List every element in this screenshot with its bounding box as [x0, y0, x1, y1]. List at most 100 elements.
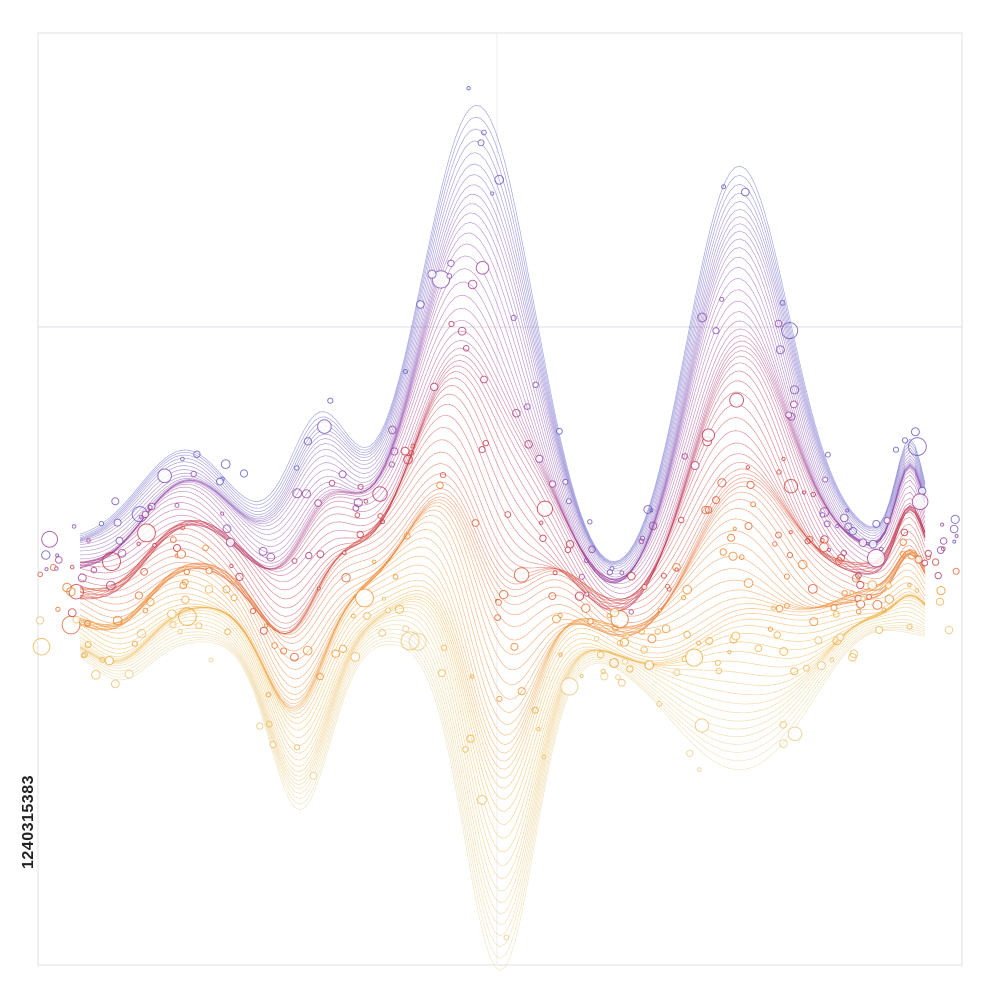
scatter-dot — [884, 594, 894, 604]
scatter-dot — [609, 566, 615, 571]
scatter-dot — [138, 514, 143, 519]
scatter-dot — [331, 649, 340, 658]
scatter-dot — [178, 607, 197, 627]
scatter-dot — [661, 572, 667, 579]
wave-curve — [79, 319, 926, 585]
scatter-dot — [494, 614, 502, 621]
scatter-dot — [628, 609, 634, 615]
scatter-dot — [899, 551, 907, 558]
scatter-dot — [825, 451, 831, 458]
scatter-dot — [41, 530, 58, 548]
scatter-dot — [840, 513, 849, 523]
scatter-dot — [536, 500, 554, 517]
scatter-dot — [357, 483, 364, 490]
scatter-dot — [790, 400, 798, 409]
scatter-dot — [848, 527, 857, 536]
scatter-dot — [512, 408, 521, 418]
scatter-dot — [55, 553, 60, 558]
scatter-dot — [205, 567, 213, 575]
scatter-dot — [872, 519, 881, 528]
scatter-dot — [552, 570, 558, 576]
scatter-dot — [71, 524, 77, 529]
wave-curve — [79, 268, 926, 581]
scatter-dot — [619, 570, 625, 576]
scatter-dot — [552, 614, 561, 624]
scatter-dot — [697, 767, 702, 772]
scatter-dot — [934, 571, 942, 580]
scatter-dot — [714, 659, 721, 666]
scatter-dot — [427, 269, 437, 279]
wave-curve — [79, 594, 926, 812]
scatter-dot — [355, 588, 374, 608]
scatter-dot — [341, 550, 347, 555]
scatter-dot — [565, 498, 572, 505]
wave-curve — [79, 439, 926, 633]
scatter-dot — [293, 744, 301, 751]
scatter-dot — [115, 536, 124, 545]
scatter-dot — [124, 669, 134, 679]
scatter-dot — [504, 511, 512, 518]
scatter-dot — [305, 551, 313, 560]
scatter-dot — [931, 558, 940, 566]
scatter-dot — [400, 631, 420, 651]
scatter-dot — [856, 580, 865, 590]
scatter-dot — [892, 446, 900, 453]
scatter-dot — [416, 300, 425, 309]
scatter-dot — [90, 566, 98, 574]
scatter-dot — [176, 549, 187, 559]
scatter-dot — [177, 628, 183, 635]
scatter-dot — [169, 620, 177, 629]
scatter-dot — [471, 519, 480, 527]
scatter-dot — [835, 524, 840, 529]
wave-curve — [79, 281, 926, 580]
scatter-dot — [548, 480, 557, 488]
scatter-dot — [353, 498, 363, 508]
scatter-dot — [885, 582, 892, 589]
scatter-dot — [836, 633, 845, 642]
scatter-dot — [949, 524, 959, 534]
scatter-dot — [810, 491, 816, 498]
scatter-dot — [496, 695, 503, 702]
scatter-dot — [317, 419, 332, 434]
scatter-dot — [190, 470, 197, 478]
scatter-dot — [867, 580, 878, 590]
scatter-dot — [787, 726, 803, 742]
scatter-dot — [264, 623, 269, 628]
scatter-dot — [644, 660, 655, 670]
wave-curve — [79, 622, 926, 926]
scatter-dot — [677, 516, 685, 524]
scatter-dot — [775, 531, 782, 539]
scatter-dot — [180, 456, 185, 462]
scatter-dot — [704, 506, 713, 514]
wave-curve — [80, 414, 926, 624]
scatter-dot — [816, 661, 826, 671]
scatter-dot — [402, 625, 410, 633]
scatter-dot — [394, 604, 405, 615]
scatter-dot — [696, 640, 702, 646]
scatter-dot — [77, 573, 87, 583]
scatter-dot — [372, 486, 388, 502]
scatter-dot — [292, 488, 303, 499]
scatter-dot — [499, 589, 509, 600]
scatter-dot — [539, 534, 547, 542]
wave-curve — [79, 403, 926, 617]
scatter-dot — [562, 478, 569, 485]
scatter-dot — [490, 191, 495, 196]
scatter-dot — [648, 521, 658, 531]
scatter-dot — [674, 567, 679, 572]
scatter-dot — [627, 571, 636, 581]
scatter-dot — [739, 554, 745, 561]
scatter-dot — [848, 653, 857, 662]
scatter-dot — [809, 617, 819, 627]
scatter-dot — [266, 552, 276, 562]
scatter-dot — [316, 550, 325, 559]
scatter-dot — [641, 584, 648, 590]
scatter-dot — [879, 546, 884, 552]
scatter-dot — [785, 411, 793, 419]
scatter-dot — [301, 489, 311, 499]
scatter-dot — [316, 586, 321, 591]
scatter-dot — [617, 678, 626, 687]
scatter-dot — [944, 625, 954, 635]
scatter-dot — [804, 538, 811, 545]
scatter-dot — [32, 637, 51, 656]
